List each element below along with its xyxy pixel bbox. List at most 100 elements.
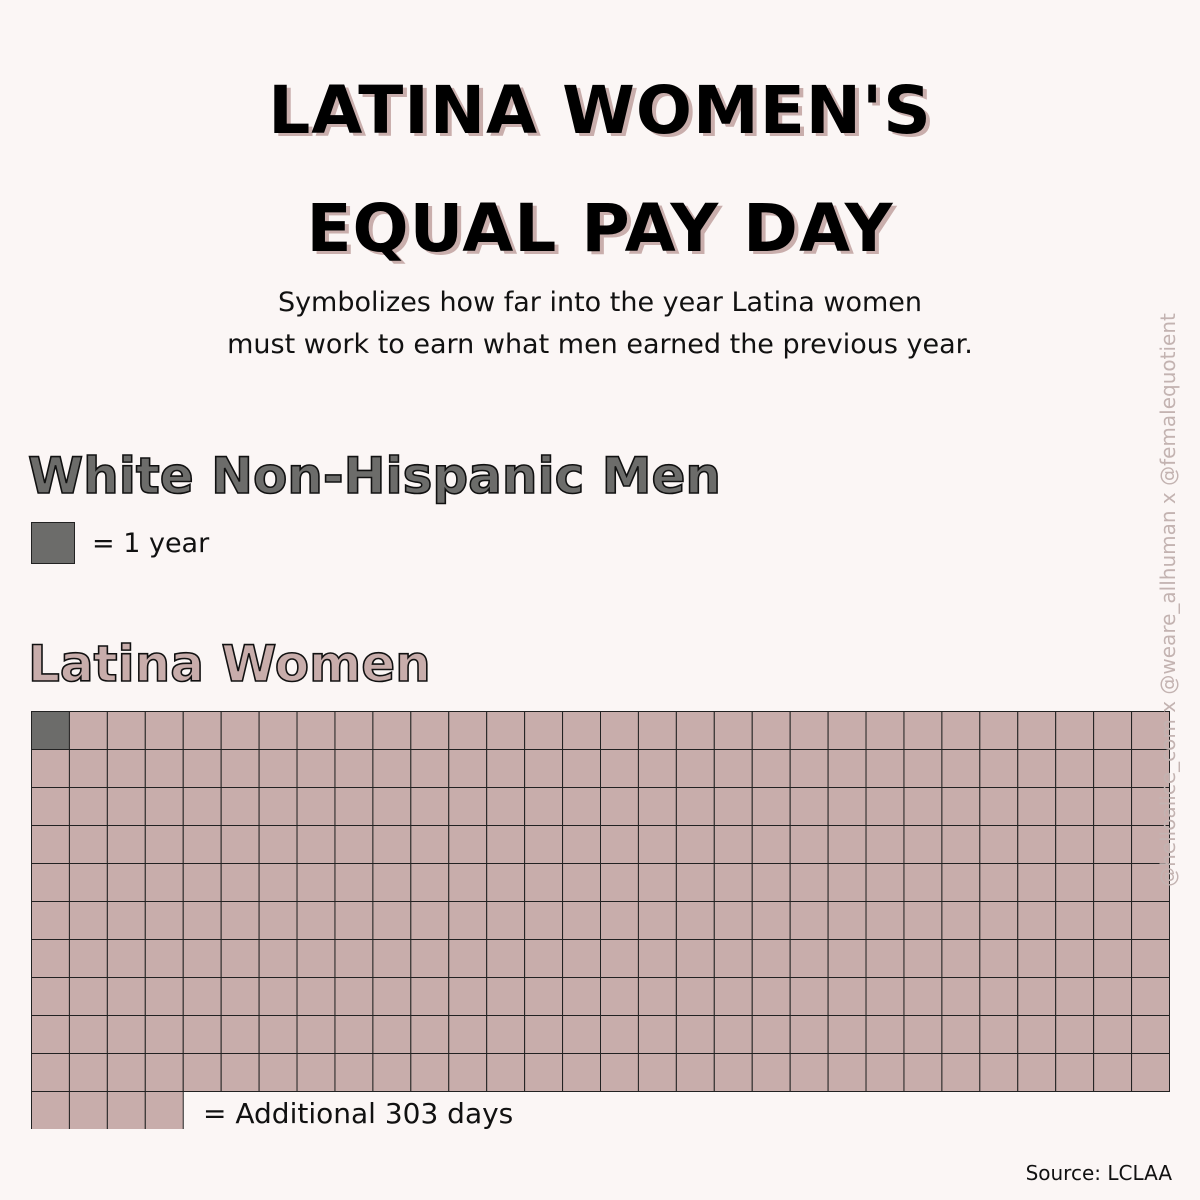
waffle-cell (751, 939, 791, 978)
waffle-cell (941, 787, 981, 826)
waffle-cell (220, 787, 260, 826)
waffle-cell (486, 863, 526, 902)
waffle-cell (637, 825, 677, 864)
waffle-cell (334, 863, 374, 902)
title-line-2: EQUAL PAY DAY (306, 190, 894, 267)
waffle-cell (1017, 787, 1057, 826)
waffle-cell (296, 1053, 336, 1092)
waffle-cell (675, 1015, 715, 1054)
men-year-legend-swatch (31, 522, 75, 564)
waffle-cell (1131, 749, 1170, 788)
waffle-cell (827, 1053, 867, 1092)
waffle-cell (144, 711, 184, 750)
waffle-cell (637, 939, 677, 978)
waffle-cell (31, 863, 70, 902)
waffle-cell (372, 863, 412, 902)
waffle-cell (600, 787, 639, 826)
waffle-cell (182, 939, 222, 978)
waffle-cell (68, 1053, 108, 1092)
waffle-cell (827, 863, 867, 902)
waffle-cell (144, 939, 184, 978)
waffle-cell (334, 939, 374, 978)
waffle-cell (68, 749, 108, 788)
men-year-legend-label: = 1 year (92, 528, 210, 559)
waffle-cell (448, 787, 488, 826)
waffle-cell (941, 825, 981, 864)
waffle-cell (751, 901, 791, 940)
waffle-cell (789, 787, 829, 826)
waffle-cell (448, 863, 488, 902)
waffle-cell (144, 787, 184, 826)
waffle-cell (334, 1015, 374, 1054)
waffle-cell (827, 825, 867, 864)
subtitle-line-1: Symbolizes how far into the year Latina … (277, 287, 923, 318)
waffle-cell (1131, 711, 1170, 750)
waffle-cell (979, 825, 1019, 864)
waffle-cell (1017, 711, 1057, 750)
waffle-cell (106, 863, 146, 902)
waffle-cell (600, 825, 639, 864)
waffle-cell (865, 711, 905, 750)
waffle-cell (1093, 977, 1133, 1016)
waffle-cell (372, 1015, 412, 1054)
waffle-cell (68, 901, 108, 940)
waffle-cell (486, 825, 526, 864)
waffle-cell (789, 863, 829, 902)
watermark: @helloalice_com x @weare_allhuman x @fem… (1156, 313, 1180, 887)
waffle-cell (903, 939, 943, 978)
waffle-cell (410, 749, 450, 788)
waffle-cell (713, 711, 753, 750)
waffle-cell (979, 901, 1019, 940)
waffle-cell (941, 711, 981, 750)
waffle-cell (637, 863, 677, 902)
waffle-cell (486, 1053, 526, 1092)
waffle-cell (182, 1015, 222, 1054)
waffle-cell (106, 901, 146, 940)
waffle-cell (713, 749, 753, 788)
waffle-cell (979, 1053, 1019, 1092)
waffle-cell (713, 1015, 753, 1054)
waffle-cell (562, 863, 602, 902)
waffle-cell (637, 749, 677, 788)
waffle-cell (524, 863, 564, 902)
waffle-cell (789, 825, 829, 864)
waffle-cell (1131, 1053, 1170, 1092)
waffle-cell (827, 901, 867, 940)
waffle-cell (31, 1015, 70, 1054)
waffle-cell (68, 977, 108, 1016)
waffle-cell (182, 749, 222, 788)
waffle-cell (334, 901, 374, 940)
waffle-cell (144, 749, 184, 788)
waffle-cell (675, 1053, 715, 1092)
waffle-cell (789, 1053, 829, 1092)
waffle-cell (182, 711, 222, 750)
waffle-cell (713, 901, 753, 940)
waffle-cell (144, 1015, 184, 1054)
waffle-cell (827, 787, 867, 826)
waffle-cell (637, 711, 677, 750)
waffle-cell (524, 1015, 564, 1054)
waffle-cell (675, 901, 715, 940)
waffle-cell (68, 825, 108, 864)
waffle-cell (562, 977, 602, 1016)
waffle-cell (1055, 711, 1095, 750)
waffle-cell (637, 1015, 677, 1054)
waffle-cell (1017, 1053, 1057, 1092)
waffle-cell (220, 825, 260, 864)
waffle-cell (789, 901, 829, 940)
waffle-cell (524, 825, 564, 864)
waffle-cell (448, 939, 488, 978)
waffle-cell (372, 939, 412, 978)
waffle-cell (296, 977, 336, 1016)
waffle-cell (979, 977, 1019, 1016)
waffle-cell (31, 901, 70, 940)
waffle-cell (448, 825, 488, 864)
waffle-cell (372, 901, 412, 940)
waffle-cell (31, 749, 70, 788)
waffle-cell (296, 901, 336, 940)
waffle-cell (1017, 977, 1057, 1016)
waffle-cell (1093, 711, 1133, 750)
waffle-cell (751, 1053, 791, 1092)
waffle-grid (31, 711, 1170, 1129)
waffle-cell (334, 711, 374, 750)
